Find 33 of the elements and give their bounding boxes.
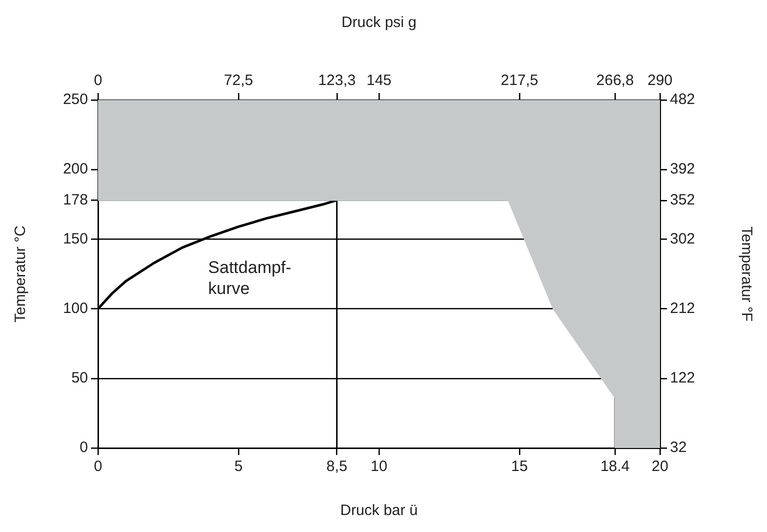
x-tick-label: 18.4 (600, 458, 630, 476)
x2-tick-label: 0 (94, 72, 102, 90)
x2-tick-label: 72,5 (224, 72, 254, 90)
y2-tick-label: 122 (670, 370, 696, 387)
y-tick-label: 178 (62, 191, 88, 208)
x2-axis-title: Druck psi g (341, 14, 417, 32)
y2-tick-label: 32 (670, 439, 687, 456)
x-tick-label: 20 (652, 458, 668, 476)
x-tick-label: 8,5 (326, 458, 348, 476)
y-tick-label: 100 (62, 300, 88, 317)
x-tick-label: 0 (94, 458, 102, 476)
x2-tick-label: 123,3 (318, 72, 356, 90)
y2-tick-label: 482 (670, 91, 696, 108)
annotation: Sattdampf- kurve (208, 258, 292, 298)
x-tick-label: 10 (370, 458, 388, 476)
y-tick-label: 50 (71, 370, 88, 387)
y2-tick-label: 352 (670, 192, 696, 209)
y2-tick-label: 212 (670, 300, 696, 317)
y2-axis-title: Temperatur °F (738, 226, 755, 322)
y-tick-label: 0 (80, 439, 88, 456)
x2-tick-label: 217,5 (500, 72, 538, 90)
y-tick-label: 150 (62, 230, 88, 248)
x2-tick-label: 145 (366, 72, 392, 90)
y2-tick-label: 392 (670, 160, 696, 178)
y-tick-label: 200 (62, 160, 88, 178)
x-tick-label: 5 (234, 458, 243, 476)
x-axis-title: Druck bar ü (340, 502, 418, 520)
x-tick-label: 15 (511, 458, 528, 476)
y2-tick-label: 302 (670, 230, 696, 248)
y-axis-title: Temperatur °C (12, 225, 30, 322)
x2-tick-label: 266,8 (596, 72, 634, 90)
x2-tick-label: 290 (647, 72, 673, 90)
y-tick-label: 250 (62, 91, 88, 108)
